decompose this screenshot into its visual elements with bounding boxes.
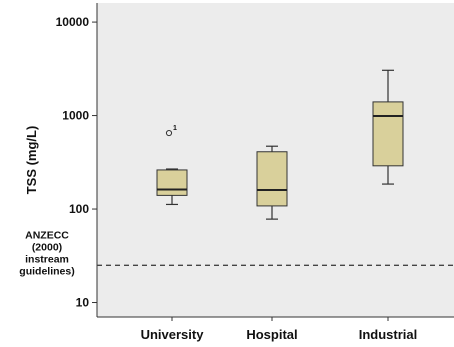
y-tick-group: 10 100 1000 10000 xyxy=(56,15,97,310)
outlier-point xyxy=(165,129,173,137)
box-iqr xyxy=(156,169,188,196)
guideline-label-line: instream xyxy=(25,253,69,265)
x-tick-group: University Hospital Industrial xyxy=(141,317,418,342)
x-tick-label: Industrial xyxy=(359,327,418,342)
box-group: 1 xyxy=(156,69,404,220)
y-tick-label: 10 xyxy=(76,296,90,310)
guideline-label-line: guidelines) xyxy=(19,265,74,277)
x-tick-label: University xyxy=(141,327,205,342)
guideline-label-line: ANZECC xyxy=(25,229,69,241)
box-iqr xyxy=(256,151,288,207)
y-tick-label: 10000 xyxy=(56,15,90,29)
outlier-label: 1 xyxy=(173,125,177,132)
box-iqr xyxy=(372,101,404,167)
guideline-label-line: (2000) xyxy=(32,241,62,253)
y-tick-label: 1000 xyxy=(62,109,89,123)
y-axis-label: TSS (mg/L) xyxy=(24,126,39,195)
y-tick-label: 100 xyxy=(69,202,89,216)
x-tick-label: Hospital xyxy=(246,327,297,342)
